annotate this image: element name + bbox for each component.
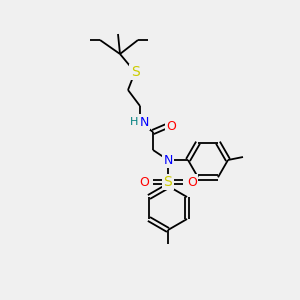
Text: N: N [163, 154, 173, 166]
Text: S: S [164, 175, 172, 189]
Text: S: S [130, 65, 140, 79]
Text: O: O [187, 176, 197, 188]
Text: O: O [166, 119, 176, 133]
Text: O: O [139, 176, 149, 188]
Text: H: H [130, 117, 138, 127]
Text: N: N [139, 116, 149, 128]
